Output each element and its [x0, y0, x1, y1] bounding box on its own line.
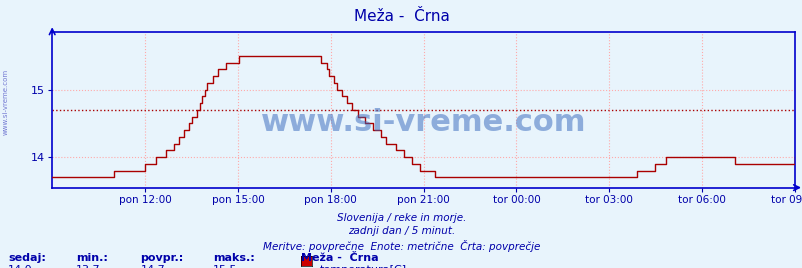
Text: Meža -  Črna: Meža - Črna	[353, 9, 449, 24]
Text: 14,0: 14,0	[8, 265, 33, 268]
Text: Slovenija / reke in morje.: Slovenija / reke in morje.	[336, 213, 466, 223]
Text: maks.:: maks.:	[213, 253, 254, 263]
Text: min.:: min.:	[76, 253, 108, 263]
Text: 13,7: 13,7	[76, 265, 101, 268]
Text: Meža -  Črna: Meža - Črna	[301, 253, 379, 263]
Text: povpr.:: povpr.:	[140, 253, 184, 263]
Text: 14,7: 14,7	[140, 265, 165, 268]
Text: temperatura[C]: temperatura[C]	[319, 265, 406, 268]
Text: www.si-vreme.com: www.si-vreme.com	[2, 69, 9, 135]
Text: www.si-vreme.com: www.si-vreme.com	[261, 108, 585, 137]
Text: 15,5: 15,5	[213, 265, 237, 268]
Text: zadnji dan / 5 minut.: zadnji dan / 5 minut.	[347, 226, 455, 236]
Text: Meritve: povprečne  Enote: metrične  Črta: povprečje: Meritve: povprečne Enote: metrične Črta:…	[262, 240, 540, 252]
Text: sedaj:: sedaj:	[8, 253, 46, 263]
